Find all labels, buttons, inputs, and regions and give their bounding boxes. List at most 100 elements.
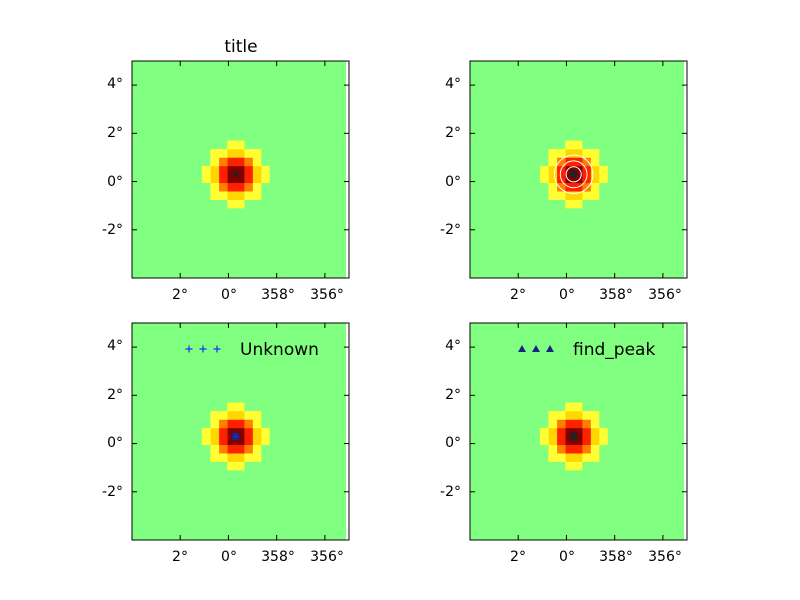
axes-frame bbox=[469, 60, 688, 279]
heatmap-cell bbox=[218, 149, 228, 158]
heatmap-cell bbox=[252, 411, 262, 420]
heatmap-cell bbox=[227, 427, 236, 437]
heatmap-cell bbox=[235, 427, 245, 437]
axes-frame bbox=[131, 60, 350, 279]
heatmap-cell bbox=[235, 419, 245, 429]
heatmap-cell bbox=[244, 157, 253, 167]
panel-2-ytick-label: 2° bbox=[445, 125, 461, 141]
heatmap-cell bbox=[218, 453, 228, 462]
heatmap-cell bbox=[556, 453, 566, 462]
panel-2-ytick-label: 0° bbox=[445, 174, 461, 190]
heatmap-cell bbox=[582, 444, 591, 454]
heatmap-cell bbox=[556, 444, 566, 454]
heatmap-cell bbox=[252, 444, 262, 454]
heatmap-cell bbox=[218, 427, 228, 437]
panel-1-ytick-label: -2° bbox=[102, 222, 123, 238]
panel-4-ytick-label: -2° bbox=[440, 484, 461, 500]
legend-marker-plus bbox=[185, 345, 193, 353]
legend-marker-plus bbox=[199, 345, 207, 353]
heatmap-cell bbox=[235, 199, 245, 209]
heatmap-cell bbox=[598, 174, 608, 184]
panel-3-legend-label: Unknown bbox=[240, 340, 319, 360]
heatmap-cell bbox=[556, 157, 566, 167]
heatmap-cell bbox=[582, 436, 591, 446]
heatmap-cell bbox=[565, 411, 574, 420]
heatmap-cell bbox=[235, 436, 245, 446]
panel-1-ytick-label: 2° bbox=[107, 125, 123, 141]
panel-4-ytick-label: 4° bbox=[445, 338, 461, 354]
heatmap-cell bbox=[598, 427, 608, 437]
heatmap-cell bbox=[210, 182, 220, 192]
heatmap-cell bbox=[556, 427, 566, 437]
heatmap-cell bbox=[260, 427, 270, 437]
heatmap-cell bbox=[244, 182, 253, 192]
heatmap-cell bbox=[539, 427, 549, 437]
heatmap-cell bbox=[539, 436, 549, 446]
heatmap-cell bbox=[573, 411, 583, 420]
heatmap-cell bbox=[210, 444, 220, 454]
heatmap-cell bbox=[556, 411, 566, 420]
heatmap-cell bbox=[218, 419, 228, 429]
legend-marker-triangle bbox=[518, 345, 526, 352]
heatmap-cell bbox=[598, 436, 608, 446]
heatmap-cell bbox=[235, 444, 245, 454]
heatmap-cell bbox=[227, 165, 236, 175]
panel-1: title 4° 2° 0° -2° 2° 0° 358° 356° bbox=[102, 37, 350, 303]
heatmap-cell bbox=[227, 453, 236, 462]
heatmap-cell bbox=[539, 174, 549, 184]
panel-3-ytick-label: 4° bbox=[107, 338, 123, 354]
heatmap-cell bbox=[252, 149, 262, 158]
heatmap-cell bbox=[218, 191, 228, 200]
heatmap-cell bbox=[227, 436, 236, 446]
panel-4-ytick-label: 2° bbox=[445, 387, 461, 403]
heatmap-cell bbox=[590, 165, 600, 175]
heatmap-cell bbox=[573, 149, 583, 158]
heatmap-cell bbox=[565, 199, 574, 209]
panel-2-xtick-label: 0° bbox=[559, 287, 575, 303]
heatmap-cell bbox=[252, 453, 262, 462]
heatmap-edge-strip bbox=[684, 323, 687, 540]
heatmap-cell bbox=[556, 191, 566, 200]
heatmap-cell bbox=[227, 174, 236, 184]
heatmap-cell bbox=[252, 182, 262, 192]
heatmap-cell bbox=[227, 444, 236, 454]
heatmap-cell bbox=[565, 191, 574, 200]
heatmap-cell bbox=[235, 157, 245, 167]
heatmap-cell bbox=[201, 174, 211, 184]
panel-2-ytick-label: 4° bbox=[445, 76, 461, 92]
panel-2: 4° 2° 0° -2° 2° 0° 358° 356° bbox=[440, 60, 688, 303]
heatmap-cell bbox=[565, 461, 574, 471]
heatmap-cell bbox=[235, 453, 245, 462]
heatmap-cell bbox=[244, 444, 253, 454]
heatmap-cell bbox=[582, 191, 591, 200]
panel-4-xtick-label: 2° bbox=[510, 549, 526, 565]
heatmap-cell bbox=[244, 191, 253, 200]
heatmap-cell bbox=[218, 411, 228, 420]
heatmap-cell bbox=[582, 149, 591, 158]
heatmap-cell bbox=[573, 444, 583, 454]
heatmap-cell bbox=[244, 453, 253, 462]
heatmap-cell bbox=[218, 182, 228, 192]
heatmap-cell bbox=[210, 191, 220, 200]
panel-3-xtick-label: 356° bbox=[310, 549, 344, 565]
heatmap-cell bbox=[210, 174, 220, 184]
panel-3-ytick-label: -2° bbox=[102, 484, 123, 500]
axes-frame bbox=[131, 322, 350, 541]
panel-1-title: title bbox=[224, 37, 257, 57]
heatmap-cell bbox=[565, 174, 574, 184]
heatmap-cell bbox=[548, 419, 558, 429]
heatmap-cell bbox=[590, 149, 600, 158]
heatmap-cell bbox=[252, 174, 262, 184]
heatmap-cell bbox=[244, 149, 253, 158]
heatmap-cell bbox=[260, 165, 270, 175]
heatmap-cell bbox=[590, 411, 600, 420]
heatmap-cell bbox=[235, 174, 245, 184]
heatmap-cell bbox=[244, 165, 253, 175]
heatmap-cell bbox=[210, 157, 220, 167]
heatmap-cell bbox=[218, 165, 228, 175]
heatmap-cell bbox=[235, 140, 245, 150]
heatmap-edge-strip bbox=[346, 323, 349, 540]
heatmap-cell bbox=[565, 140, 574, 150]
heatmap-cell bbox=[565, 444, 574, 454]
